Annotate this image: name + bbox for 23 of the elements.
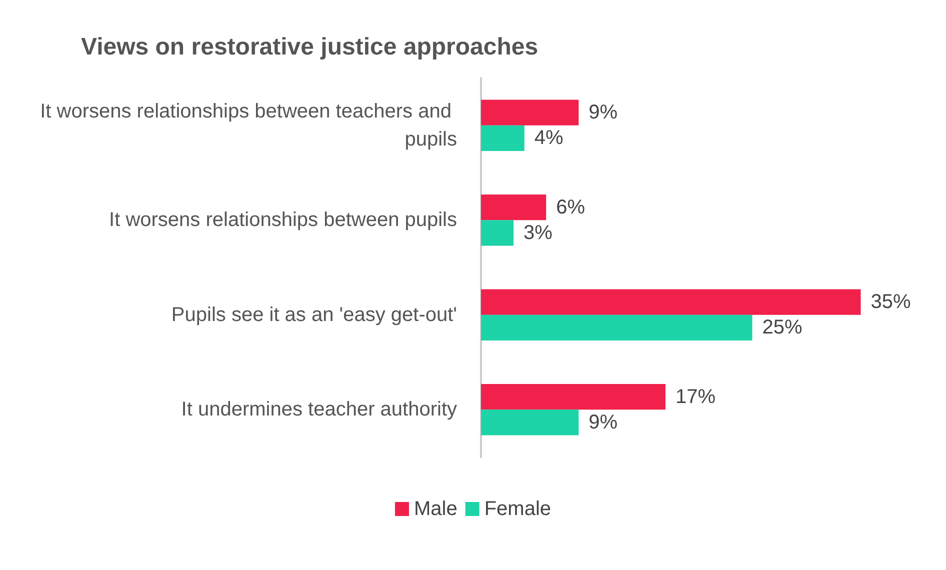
data-label: 4% xyxy=(534,127,564,150)
data-label: 3% xyxy=(524,222,553,244)
data-label: 6% xyxy=(556,196,586,218)
data-label: 9% xyxy=(588,102,618,124)
y-tick-label: Pupils see it as an 'easy get-out' xyxy=(171,304,457,326)
y-tick-label: It worsens relationships between teachers and pupils xyxy=(40,100,457,150)
legend-label: Female xyxy=(484,498,552,520)
data-label: 25% xyxy=(762,316,802,339)
data-label: 17% xyxy=(675,386,716,408)
chart-title: Views on restorative justice approaches xyxy=(81,34,538,60)
y-tick-label: It undermines teacher authority xyxy=(181,398,457,421)
legend-label: Male xyxy=(414,498,458,520)
data-label: 9% xyxy=(588,411,618,434)
bar xyxy=(481,100,579,126)
data-label: 35% xyxy=(870,291,911,314)
bar xyxy=(481,314,752,340)
bar xyxy=(481,125,524,151)
bar xyxy=(481,384,666,410)
bar xyxy=(481,289,861,315)
bar xyxy=(481,410,579,436)
bar xyxy=(481,220,514,246)
y-tick-label: It worsens relationships between pupils xyxy=(109,209,457,232)
bar xyxy=(481,194,546,220)
